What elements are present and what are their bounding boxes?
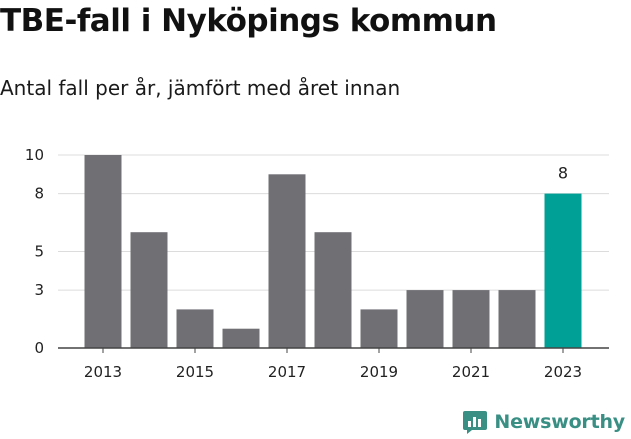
x-tick-label: 2013: [84, 363, 122, 381]
bar-2022: [498, 290, 536, 348]
bar-2023: [544, 193, 582, 348]
y-axis-ticks: 0 3 5 8 10: [25, 146, 44, 357]
newsworthy-chart-icon: [463, 411, 488, 434]
data-label-2023: 8: [558, 164, 568, 183]
brand: Newsworthy: [462, 409, 625, 435]
x-tick-label: 2015: [176, 363, 214, 381]
chart-title: TBE-fall i Nyköpings kommun: [0, 3, 497, 39]
bar-2018: [314, 232, 352, 348]
bar-2015: [176, 309, 214, 348]
bar-2021: [452, 290, 490, 348]
bar-2020: [406, 290, 444, 348]
chart-subtitle: Antal fall per år, jämfört med året inna…: [0, 76, 401, 100]
bar-2013: [84, 155, 122, 348]
bars: [84, 155, 582, 348]
bar-2019: [360, 309, 398, 348]
data-labels: 8: [558, 164, 568, 183]
y-tick-label: 8: [34, 185, 44, 203]
x-tick-label: 2021: [452, 363, 490, 381]
brand-name: Newsworthy: [494, 411, 625, 433]
x-axis-ticks: 2013 2015 2017 2019 2021 2023: [58, 347, 609, 381]
y-tick-label: 3: [34, 281, 44, 299]
y-tick-label: 0: [34, 339, 44, 357]
x-tick-label: 2017: [268, 363, 306, 381]
y-tick-label: 10: [25, 146, 44, 164]
bar-2017: [268, 174, 306, 348]
bar-2016: [222, 328, 260, 348]
bar-2014: [130, 232, 168, 348]
y-tick-label: 5: [34, 243, 44, 261]
x-tick-label: 2019: [360, 363, 398, 381]
x-tick-label: 2023: [544, 363, 582, 381]
bar-chart: 0 3 5 8 10 2013 2015 2017 2019 2021 2023 8: [25, 146, 609, 381]
